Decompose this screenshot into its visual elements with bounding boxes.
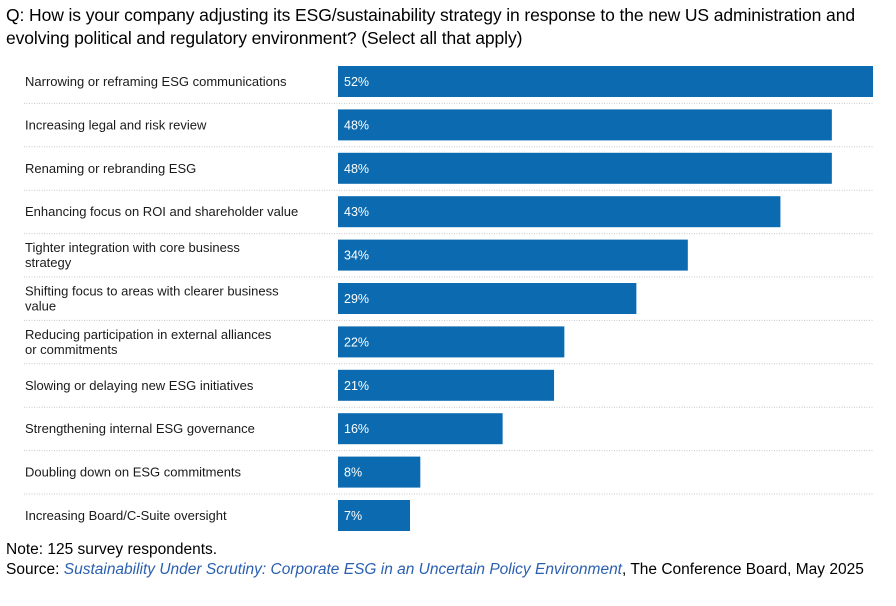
source-prefix: Source:	[6, 561, 64, 578]
source-title-link[interactable]: Sustainability Under Scrutiny: Corporate…	[63, 561, 622, 578]
category-label: Increasing Board/C-Suite oversight	[25, 508, 227, 523]
value-label: 34%	[344, 249, 369, 263]
category-label: Enhancing focus on ROI and shareholder v…	[25, 204, 298, 219]
bar	[338, 413, 503, 445]
value-label: 52%	[344, 75, 369, 89]
category-label: Reducing participation in external allia…	[25, 327, 272, 357]
source-line: Source: Sustainability Under Scrutiny: C…	[6, 560, 890, 580]
value-label: 16%	[344, 422, 369, 436]
category-label: Renaming or rebranding ESG	[25, 161, 196, 176]
value-label: 48%	[344, 162, 369, 176]
bar	[338, 152, 832, 184]
note-text: Note: 125 survey respondents.	[6, 541, 218, 558]
bar	[338, 109, 832, 141]
value-label: 8%	[344, 466, 362, 480]
bar	[338, 456, 421, 488]
bar	[338, 500, 411, 531]
category-label: Doubling down on ESG commitments	[25, 465, 242, 480]
value-label: 48%	[344, 118, 369, 132]
footnote: Note: 125 survey respondents. Source: Su…	[6, 540, 890, 580]
bar	[338, 326, 565, 358]
question-text: Q: How is your company adjusting its ESG…	[6, 5, 855, 48]
value-label: 43%	[344, 205, 369, 219]
category-label: Slowing or delaying new ESG initiatives	[25, 378, 254, 393]
bar	[338, 369, 555, 401]
category-label: Shifting focus to areas with clearer bus…	[25, 284, 279, 314]
value-label: 29%	[344, 292, 369, 306]
value-label: 7%	[344, 509, 362, 523]
bar	[338, 66, 873, 97]
value-label: 22%	[344, 335, 369, 349]
bar	[338, 196, 781, 228]
category-label: Strengthening internal ESG governance	[25, 421, 255, 436]
category-label: Narrowing or reframing ESG communication…	[25, 74, 287, 89]
value-label: 21%	[344, 379, 369, 393]
bar	[338, 283, 637, 314]
source-suffix: , The Conference Board, May 2025	[622, 561, 864, 578]
category-label: Tighter integration with core business st…	[25, 240, 240, 270]
category-label: Increasing legal and risk review	[25, 117, 207, 132]
bar	[338, 239, 688, 271]
